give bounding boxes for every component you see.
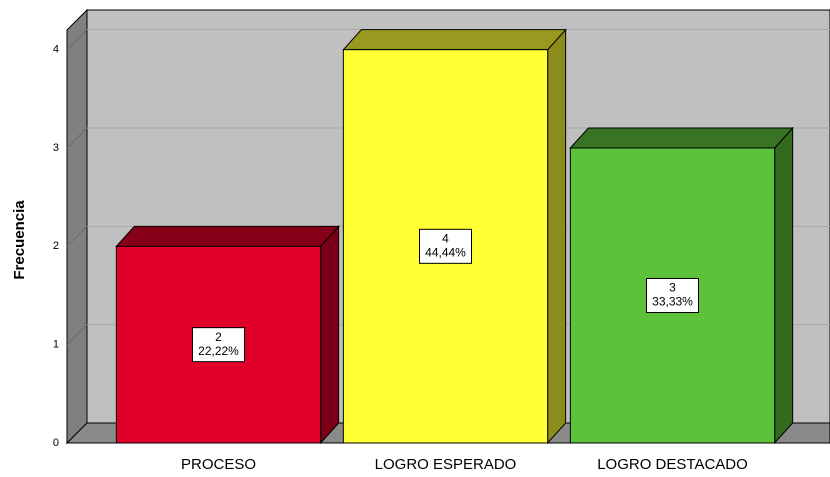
x-tick-label: LOGRO ESPERADO xyxy=(375,456,517,473)
y-tick-label: 0 xyxy=(53,437,59,449)
data-label-count: 3 xyxy=(669,281,676,295)
data-label-percent: 33,33% xyxy=(652,295,693,309)
data-label-percent: 44,44% xyxy=(425,246,466,260)
bar-top xyxy=(342,29,567,51)
bar-side xyxy=(320,225,340,445)
side-grid-line xyxy=(66,225,88,247)
side-grid-line xyxy=(66,324,88,346)
data-label: 222,22% xyxy=(192,327,245,363)
bar-top xyxy=(115,225,340,247)
data-label-count: 2 xyxy=(215,330,222,344)
y-tick-label: 2 xyxy=(53,240,59,252)
side-wall xyxy=(66,8,88,445)
y-tick-label: 1 xyxy=(53,339,59,351)
data-label-percent: 22,22% xyxy=(198,344,239,358)
bar-side xyxy=(547,28,567,445)
bar-side xyxy=(774,126,794,445)
data-label-box xyxy=(192,327,245,363)
y-tick-label: 3 xyxy=(53,142,59,154)
y-tick-label: 4 xyxy=(53,44,59,56)
data-label-count: 4 xyxy=(442,232,449,246)
data-label-box xyxy=(646,278,699,313)
data-label-box xyxy=(419,228,472,264)
x-tick-label: PROCESO xyxy=(181,456,256,473)
side-grid-line xyxy=(66,127,88,149)
data-label: 444,44% xyxy=(419,228,472,264)
x-tick-label: LOGRO DESTACADO xyxy=(597,456,748,473)
side-grid-line xyxy=(66,29,88,51)
y-axis-label: Frecuencia xyxy=(11,200,28,280)
bar-top xyxy=(569,127,794,149)
data-label: 333,33% xyxy=(646,278,699,313)
